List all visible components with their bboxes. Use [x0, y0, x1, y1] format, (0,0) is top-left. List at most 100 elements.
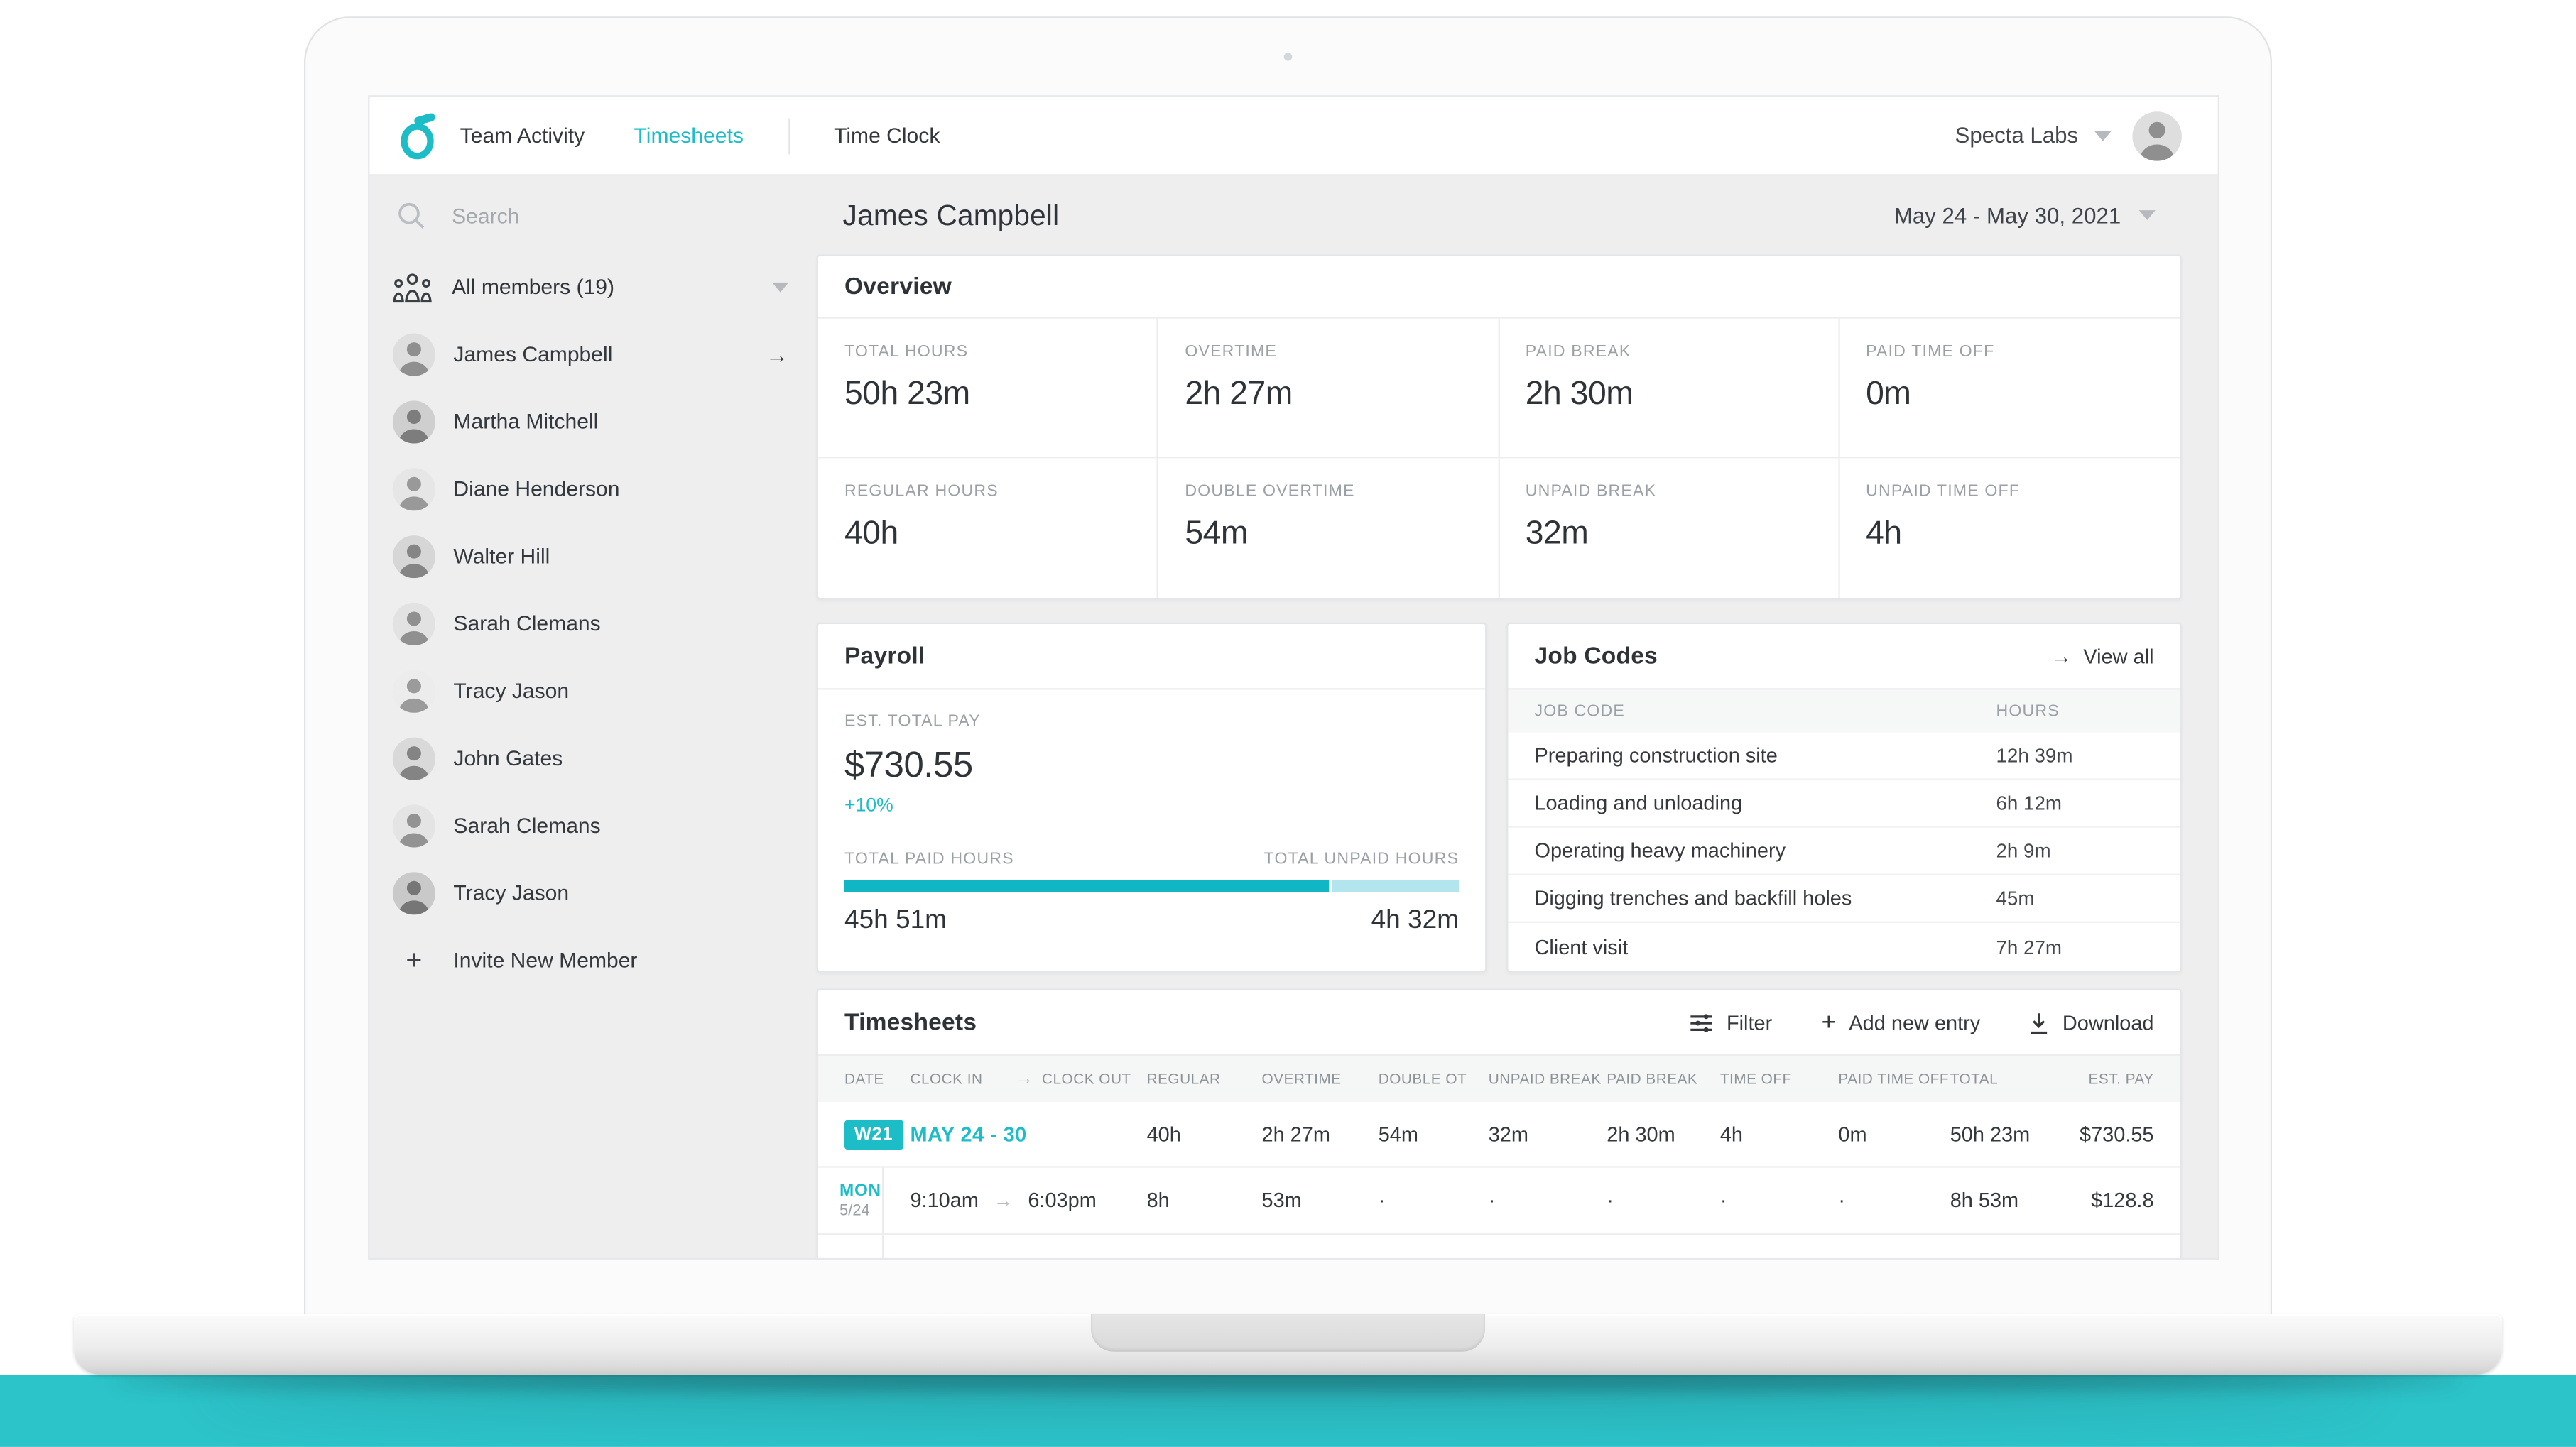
job-codes-title-row: Job Codes → View all — [1508, 624, 2180, 690]
col-paid-break: PAID BREAK — [1580, 1071, 1694, 1087]
download-label: Download — [2063, 1011, 2154, 1034]
col-unpaid-break: UNPAID BREAK — [1462, 1071, 1581, 1087]
date-range-picker[interactable]: May 24 - May 30, 2021 — [1894, 203, 2156, 228]
paid-hours-bar — [844, 880, 1330, 892]
job-codes-title: Job Codes — [1534, 643, 1658, 670]
week-paid-time-off: 0m — [1812, 1123, 1923, 1145]
chevron-down-icon — [772, 282, 788, 292]
day-date-cell: MON 5/24 — [818, 1168, 884, 1234]
view-all-label: View all — [2083, 645, 2153, 667]
job-code-name: Loading and unloading — [1508, 792, 1969, 814]
job-code-row[interactable]: Loading and unloading 6h 12m — [1508, 780, 2180, 828]
sidebar-member-john-gates[interactable]: John Gates — [369, 724, 816, 792]
avatar — [393, 871, 435, 914]
timesheet-next-day-row-clipped[interactable]: TUE — [818, 1235, 2180, 1257]
col-paid-time-off: PAID TIME OFF — [1812, 1071, 1923, 1087]
col-job-code: JOB CODE — [1508, 702, 1969, 720]
date-range-label: May 24 - May 30, 2021 — [1894, 203, 2121, 228]
search-input[interactable] — [448, 201, 727, 229]
plus-icon: + — [393, 944, 435, 976]
week-regular: 40h — [1121, 1123, 1236, 1145]
app-body: All members (19) James Campbell → Martha… — [369, 176, 2217, 1258]
avatar — [393, 602, 435, 645]
stat-unpaid-break: UNPAID BREAK 32m — [1499, 458, 1839, 598]
est-total-pay-label: EST. TOTAL PAY — [844, 713, 1459, 731]
timesheets-title: Timesheets — [844, 1009, 977, 1035]
avatar — [393, 736, 435, 779]
col-regular: REGULAR — [1121, 1071, 1236, 1087]
members-group-dropdown[interactable]: All members (19) — [369, 253, 816, 320]
job-code-row[interactable]: Client visit 7h 27m — [1508, 923, 2180, 971]
tab-team-activity[interactable]: Team Activity — [460, 123, 585, 148]
view-all-button[interactable]: → View all — [2050, 644, 2153, 669]
chevron-down-icon — [2139, 210, 2156, 220]
day-time-off: · — [1694, 1189, 1813, 1212]
pay-delta-badge: +10% — [844, 797, 1459, 817]
job-code-row[interactable]: Operating heavy machinery 2h 9m — [1508, 828, 2180, 875]
timesheet-day-row[interactable]: MON 5/24 9:10am → 6:03pm 8h 53m · · — [818, 1168, 2180, 1235]
avatar — [393, 804, 435, 846]
filter-label: Filter — [1727, 1011, 1772, 1034]
sidebar-member-diane-henderson[interactable]: Diane Henderson — [369, 455, 816, 523]
nav-tabs-secondary: Time Clock — [834, 123, 940, 148]
user-avatar[interactable] — [2132, 111, 2181, 160]
col-double-ot: DOUBLE OT — [1352, 1071, 1462, 1087]
sidebar-member-walter-hill[interactable]: Walter Hill — [369, 523, 816, 590]
sidebar-member-sarah-clemans[interactable]: Sarah Clemans — [369, 589, 816, 657]
stat-regular-hours: REGULAR HOURS 40h — [818, 458, 1158, 598]
job-code-row[interactable]: Preparing construction site 12h 39m — [1508, 733, 2180, 780]
job-code-name: Preparing construction site — [1508, 744, 1969, 767]
overview-title: Overview — [844, 273, 952, 300]
sidebar-member-martha-mitchell[interactable]: Martha Mitchell — [369, 388, 816, 455]
chevron-down-icon — [2094, 131, 2111, 141]
day-overtime: 53m — [1235, 1189, 1352, 1212]
day-clock-cell: 9:10am → 6:03pm — [884, 1189, 1120, 1212]
invite-label: Invite New Member — [453, 948, 637, 973]
tab-timesheets[interactable]: Timesheets — [634, 123, 744, 148]
overview-stats: TOTAL HOURS 50h 23m OVERTIME 2h 27m PAID… — [818, 319, 2180, 598]
timesheet-week-row[interactable]: W21 MAY 24 - 30 40h 2h 27m 54m 32m 2h 30… — [818, 1102, 2180, 1168]
member-name: Sarah Clemans — [453, 813, 600, 838]
member-name: Diane Henderson — [453, 476, 619, 501]
add-new-entry-button[interactable]: + Add new entry — [1822, 1008, 1981, 1036]
nav-tabs: Team Activity Timesheets — [460, 123, 744, 148]
filter-button[interactable]: Filter — [1690, 1011, 1772, 1034]
avatar — [393, 535, 435, 577]
job-codes-header: JOB CODE HOURS — [1508, 690, 2180, 733]
week-unpaid-break: 32m — [1462, 1123, 1581, 1145]
hours-progress-bar — [844, 880, 1459, 892]
stat-paid-time-off: PAID TIME OFF 0m — [1839, 319, 2180, 459]
invite-new-member-button[interactable]: + Invite New Member — [369, 927, 816, 994]
tab-time-clock[interactable]: Time Clock — [834, 123, 940, 148]
day-est-pay: $128.8 — [2042, 1189, 2180, 1212]
top-nav: Team Activity Timesheets Time Clock Spec… — [369, 97, 2217, 175]
overview-title-row: Overview — [818, 256, 2180, 319]
member-name: James Campbell — [453, 342, 612, 366]
sidebar-member-sarah-clemans-2[interactable]: Sarah Clemans — [369, 792, 816, 859]
job-code-hours: 2h 9m — [1969, 839, 2180, 862]
week-est-pay: $730.55 — [2042, 1123, 2180, 1145]
sidebar-member-james-campbell[interactable]: James Campbell → — [369, 320, 816, 388]
company-dropdown[interactable]: Specta Labs — [1955, 123, 2111, 148]
stat-total-hours: TOTAL HOURS 50h 23m — [818, 319, 1158, 459]
company-name: Specta Labs — [1955, 123, 2078, 148]
payroll-body: EST. TOTAL PAY $730.55 +10% TOTAL PAID H… — [818, 690, 1485, 937]
col-date: DATE — [818, 1071, 884, 1087]
job-code-row[interactable]: Digging trenches and backfill holes 45m — [1508, 875, 2180, 923]
timesheets-table-header: DATE CLOCK IN → CLOCK OUT REGULAR OVERTI… — [818, 1056, 2180, 1102]
sidebar-member-tracy-jason[interactable]: Tracy Jason — [369, 657, 816, 724]
plus-icon: + — [1822, 1008, 1836, 1036]
main-content: James Campbell May 24 - May 30, 2021 Ove… — [817, 176, 2218, 1258]
sidebar: All members (19) James Campbell → Martha… — [369, 176, 816, 1258]
avatar — [393, 467, 435, 510]
sidebar-member-tracy-jason-2[interactable]: Tracy Jason — [369, 859, 816, 927]
laptop-base-notch — [1091, 1314, 1485, 1352]
arrow-right-icon: → — [1016, 1069, 1034, 1089]
download-button[interactable]: Download — [2030, 1011, 2154, 1034]
team-icon — [391, 271, 434, 303]
unpaid-hours-bar — [1333, 880, 1459, 892]
nav-divider — [788, 117, 789, 153]
avatar — [393, 400, 435, 442]
day-double-ot: · — [1352, 1189, 1462, 1212]
member-name: Martha Mitchell — [453, 409, 598, 434]
